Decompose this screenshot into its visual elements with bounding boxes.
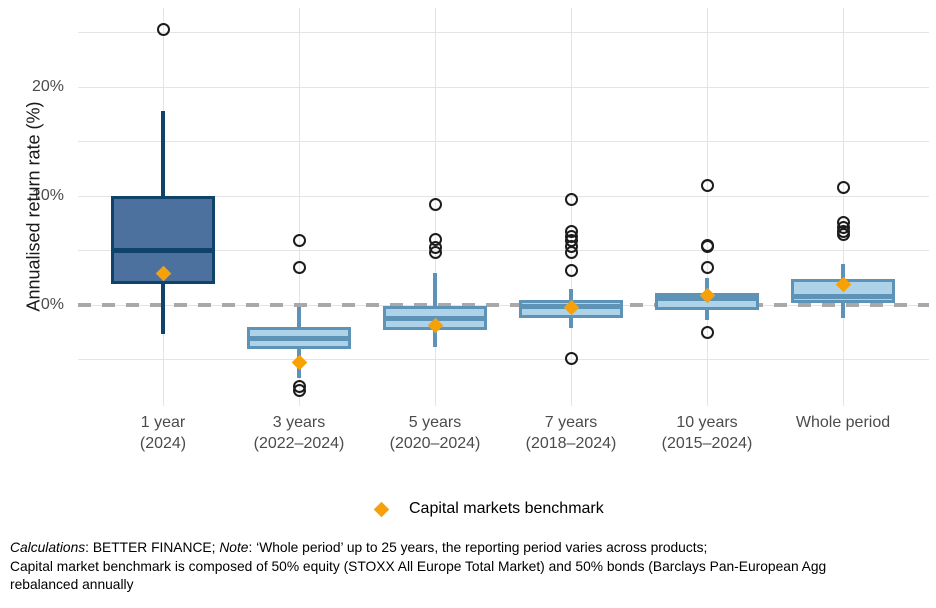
gridline-vertical [570,8,572,406]
outlier-point [700,261,714,275]
benchmark-marker [291,354,307,371]
outlier-point [292,383,306,397]
x-axis-tick-line: 10 years [676,414,738,431]
x-axis-tick-label: 10 years (2015–2024) [637,412,777,454]
x-axis-tick-label: 3 years (2022–2024) [229,412,369,454]
x-axis-tick-label: 1 year (2024) [93,412,233,454]
x-axis-tick-label: Whole period [773,412,913,433]
x-axis-tick-line: (2022–2024) [253,435,345,452]
footnote-line1-part1: : BETTER FINANCE; [85,540,220,555]
footnote-line-2: Capital market benchmark is composed of … [10,558,827,574]
y-axis-title: Annualised return rate (%) [23,101,44,312]
gridline-horizontal [78,250,929,251]
calculations-label: Calculations [10,540,86,555]
outlier-point [428,246,442,260]
footnote-line-3: rebalanced annually [10,577,134,592]
x-axis-tick-label: 7 years (2018–2024) [501,412,641,454]
x-axis-tick-line: (2015–2024) [661,435,753,452]
y-axis-tick-label: 10% [31,187,64,204]
outlier-point [700,239,714,253]
gridline-horizontal [78,32,929,33]
outlier-point [700,178,714,192]
outlier-point [156,22,170,36]
gridline-vertical [298,8,300,406]
plot-panel: 20% 10% 0% 1 year (2024) 3 years (2022–2024) 5 … [31,8,929,454]
gridline-vertical [706,8,708,406]
benchmark-diamond-icon [373,501,390,517]
outlier-point [836,180,850,194]
box-median-line [111,248,215,253]
x-axis-tick-line: (2020–2024) [389,435,481,452]
x-axis-tick-line: 1 year [140,414,186,431]
outlier-point [564,246,578,260]
x-axis-tick-line: (2018–2024) [525,435,617,452]
x-axis-tick-line: 7 years [544,414,598,431]
gridline-horizontal [78,195,929,197]
x-axis-tick-line: 5 years [408,414,462,431]
x-axis-tick-line: 3 years [272,414,326,431]
x-axis-tick-line: Whole period [795,414,891,431]
x-axis-tick-label: 5 years (2020–2024) [365,412,505,454]
outlier-point [292,234,306,248]
gridline-horizontal [78,86,929,88]
legend-label: Capital markets benchmark [409,500,604,517]
zero-reference-line [78,303,929,307]
legend: Capital markets benchmark [373,500,604,518]
outlier-point [564,192,578,206]
y-axis-tick-label: 20% [31,78,64,95]
gridline-horizontal [78,141,929,142]
note-label: Note [219,540,249,555]
box-median-line [247,336,351,342]
y-axis-tick-label: 0% [40,296,64,313]
outlier-point [564,263,578,277]
footnote-line-1: Calculations: BETTER FINANCE; Note: ‘Who… [10,539,826,558]
footnote-line1-part2: : ‘Whole period’ up to 25 years, the rep… [248,540,708,555]
outlier-point [564,351,578,365]
outlier-point [700,325,714,339]
x-axis-tick-line: (2024) [139,435,187,452]
gridline-horizontal [78,359,929,360]
gridline-vertical [842,8,844,406]
footnote: Calculations: BETTER FINANCE; Note: ‘Who… [10,539,826,595]
outlier-point [836,227,850,241]
box-median-line [791,293,895,299]
outlier-point [428,198,442,212]
outlier-point [292,261,306,275]
